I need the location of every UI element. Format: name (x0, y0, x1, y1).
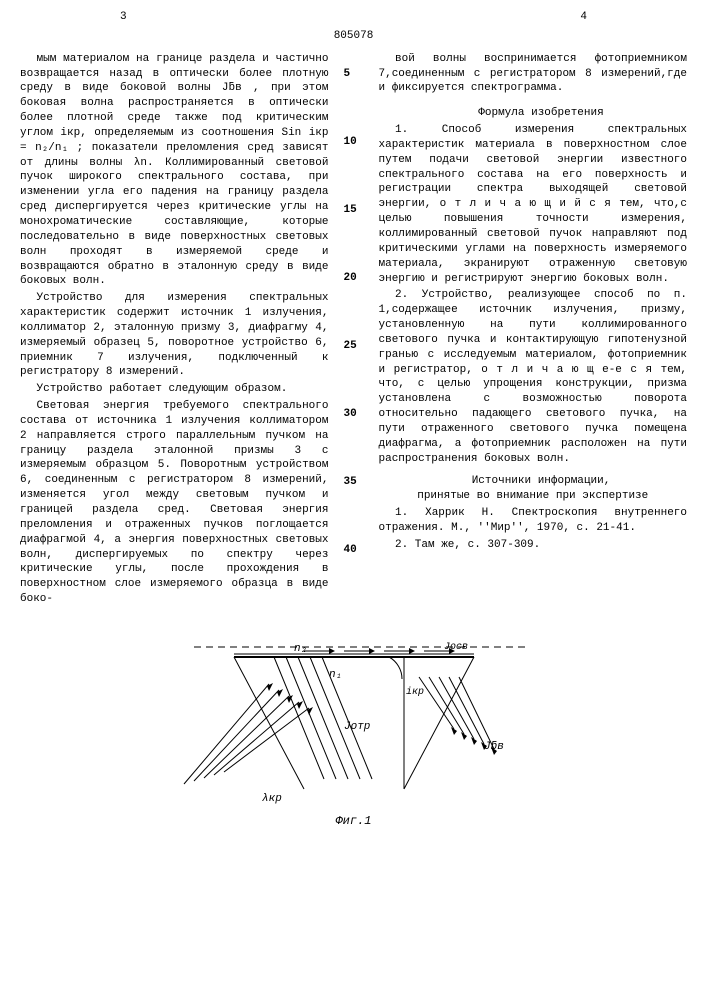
page-num-right: 4 (580, 10, 587, 25)
line-num: 15 (344, 150, 364, 218)
left-p1: мым материалом на границе раздела и част… (20, 52, 329, 290)
left-p3: Устройство работает следующим образом. (20, 382, 329, 397)
line-num: 40 (344, 490, 364, 558)
svg-text:λкр: λкр (262, 793, 282, 805)
prism-diagram: n₂ n₁ Јотр iкр λкр Јƃв Јосв (174, 639, 534, 809)
svg-text:Јосв: Јосв (444, 642, 468, 653)
svg-text:Јотр: Јотр (344, 721, 370, 733)
right-p1: вой волны воспринимается фотоприемником … (379, 52, 688, 97)
right-column: вой волны воспринимается фотоприемником … (379, 52, 688, 609)
left-p4: Световая энергия требуемого спектральног… (20, 399, 329, 607)
line-num: 30 (344, 354, 364, 422)
page-num-left: 3 (120, 10, 127, 25)
line-num: 5 (344, 52, 364, 82)
figure-1: n₂ n₁ Јотр iкр λкр Јƃв Јосв Фиг.1 (20, 639, 687, 829)
ref1: 1. Харрик Н. Спектроскопия внутреннего о… (379, 506, 688, 536)
ref2: 2. Там же, с. 307-309. (379, 538, 688, 553)
svg-text:Јƃв: Јƃв (484, 741, 504, 753)
left-p2: Устройство для измерения спектральных ха… (20, 291, 329, 380)
svg-text:n₂: n₂ (294, 643, 307, 655)
figure-label: Фиг.1 (20, 813, 687, 829)
line-num: 35 (344, 422, 364, 490)
line-markers: 510152025303540 (344, 52, 364, 609)
right-p3: 2. Устройство, реализующее способ по п. … (379, 288, 688, 466)
patent-number: 805078 (20, 29, 687, 44)
svg-text:iкр: iкр (406, 686, 424, 698)
left-column: мым материалом на границе раздела и част… (20, 52, 329, 609)
refs-title: Источники информации,принятые во внимани… (379, 474, 688, 504)
formula-title: Формула изобретения (379, 106, 688, 121)
line-num: 10 (344, 82, 364, 150)
svg-text:n₁: n₁ (329, 669, 342, 681)
right-p2: 1. Способ измерения спектральных характе… (379, 123, 688, 286)
line-num: 20 (344, 218, 364, 286)
line-num: 25 (344, 286, 364, 354)
